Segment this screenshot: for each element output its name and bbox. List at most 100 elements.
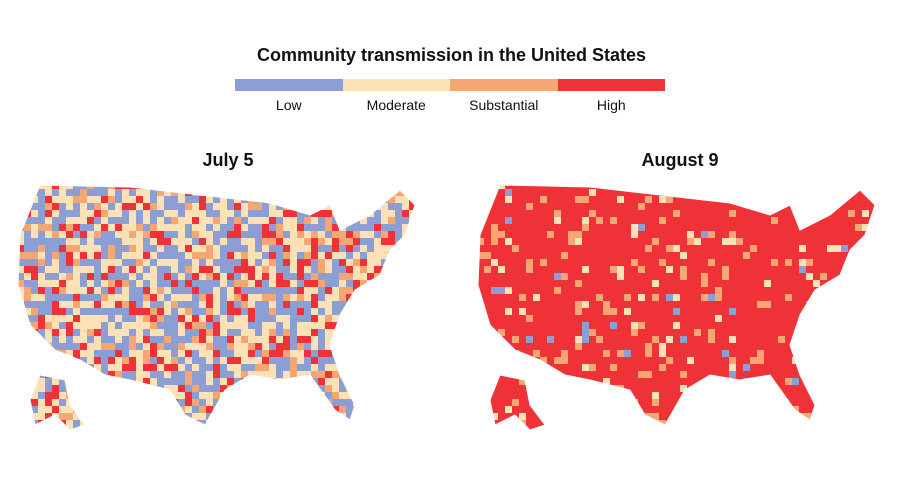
county-cell: [638, 364, 645, 371]
county-cell: [18, 427, 24, 430]
county-cell: [80, 224, 87, 231]
county-cell: [778, 336, 785, 343]
county-cell: [540, 238, 547, 245]
county-cell: [743, 308, 750, 315]
county-cell: [192, 315, 199, 322]
county-cell: [491, 175, 498, 182]
county-cell: [554, 336, 561, 343]
county-cell: [234, 357, 241, 364]
county-cell: [792, 420, 799, 427]
county-cell: [771, 294, 778, 301]
county-cell: [192, 399, 199, 406]
county-cell: [311, 210, 318, 217]
county-cell: [806, 308, 813, 315]
county-cell: [122, 185, 129, 189]
county-cell: [785, 245, 792, 252]
county-cell: [402, 245, 409, 252]
county-cell: [157, 231, 164, 238]
county-cell: [199, 441, 206, 445]
county-cell: [325, 196, 332, 203]
county-cell: [157, 185, 164, 189]
county-cell: [659, 175, 666, 182]
county-cell: [701, 441, 708, 445]
county-cell: [59, 343, 66, 350]
county-cell: [108, 294, 115, 301]
county-cell: [234, 392, 241, 399]
county-cell: [276, 322, 283, 329]
county-cell: [575, 392, 582, 399]
county-cell: [554, 287, 561, 294]
county-cell: [505, 336, 512, 343]
county-cell: [297, 357, 304, 364]
county-cell: [680, 357, 687, 364]
county-cell: [87, 252, 94, 259]
county-cell: [855, 385, 862, 392]
county-cell: [876, 238, 880, 245]
county-cell: [568, 315, 575, 322]
county-cell: [771, 357, 778, 364]
county-cell: [45, 406, 52, 413]
county-cell: [778, 189, 785, 196]
county-cell: [213, 399, 220, 406]
county-cell: [596, 343, 603, 350]
county-cell: [638, 245, 645, 252]
county-cell: [129, 266, 136, 273]
county-cell: [554, 406, 561, 413]
county-cell: [45, 441, 52, 445]
county-cell: [603, 210, 610, 217]
county-cell: [554, 392, 561, 399]
county-cell: [834, 420, 841, 427]
county-cell: [820, 357, 827, 364]
county-cell: [171, 322, 178, 329]
county-cell: [297, 420, 304, 427]
county-cell: [736, 392, 743, 399]
county-cell: [241, 210, 248, 217]
county-cell: [785, 217, 792, 224]
county-cell: [568, 259, 575, 266]
county-cell: [80, 329, 87, 336]
county-cell: [624, 231, 631, 238]
county-cell: [66, 343, 73, 350]
county-cell: [339, 420, 346, 427]
county-cell: [38, 434, 45, 441]
county-cell: [519, 231, 526, 238]
county-cell: [813, 434, 820, 441]
county-cell: [813, 210, 820, 217]
county-cell: [785, 336, 792, 343]
county-cell: [596, 420, 603, 427]
county-cell: [729, 266, 736, 273]
county-cell: [73, 385, 80, 392]
county-cell: [388, 203, 395, 210]
county-cell: [94, 301, 101, 308]
county-cell: [512, 322, 519, 329]
county-cell: [262, 266, 269, 273]
county-cell: [589, 399, 596, 406]
county-cell: [129, 413, 136, 420]
county-cell: [94, 350, 101, 357]
county-cell: [73, 217, 80, 224]
county-cell: [876, 217, 880, 224]
county-cell: [304, 434, 311, 441]
county-cell: [617, 343, 624, 350]
county-cell: [241, 392, 248, 399]
county-cell: [827, 371, 834, 378]
county-cell: [827, 385, 834, 392]
county-cell: [862, 280, 869, 287]
county-cell: [409, 434, 416, 441]
county-cell: [848, 336, 855, 343]
county-cell: [157, 308, 164, 315]
county-cell: [491, 434, 498, 441]
county-cell: [701, 364, 708, 371]
county-cell: [94, 357, 101, 364]
county-cell: [862, 175, 869, 182]
county-cell: [108, 336, 115, 343]
county-cell: [610, 427, 617, 430]
county-cell: [680, 441, 687, 445]
county-cell: [38, 364, 45, 371]
county-cell: [869, 245, 875, 252]
county-cell: [512, 252, 519, 259]
county-cell: [841, 406, 848, 413]
county-cell: [715, 427, 722, 430]
county-cell: [101, 336, 108, 343]
county-cell: [757, 231, 764, 238]
